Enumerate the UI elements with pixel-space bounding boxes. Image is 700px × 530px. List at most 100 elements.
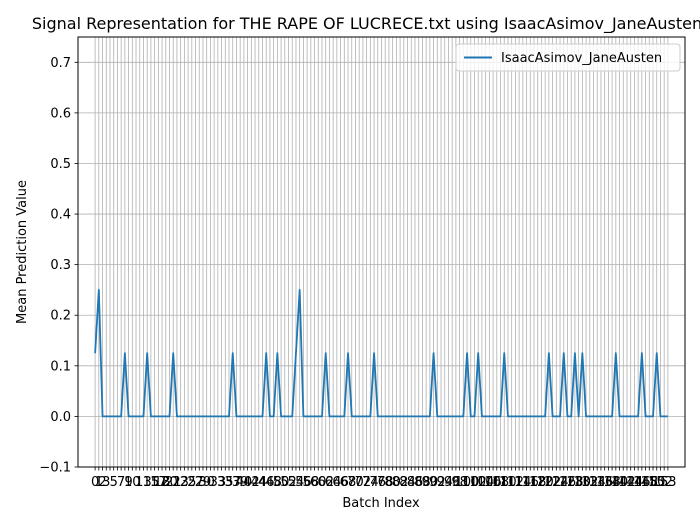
x-tick-label: 146 [626,475,651,490]
x-tick-label: 33 [210,475,227,490]
x-tick-label: 25 [180,475,197,490]
x-tick-label: 29 [195,475,212,490]
x-tick-label: 1 [95,475,103,490]
x-tick-label: 64 [325,475,342,490]
x-tick-label: 7 [117,475,125,490]
x-tick-label: 70 [347,475,364,490]
y-tick-label: 0.0 [50,410,71,425]
x-tick-label: 2 [98,475,106,490]
y-tick-label: 0.7 [50,56,71,71]
x-tick-label: 104 [470,475,495,490]
x-tick-label: 130 [566,475,591,490]
x-tick-label: 140 [603,475,628,490]
chart-title: Signal Representation for THE RAPE OF LU… [32,14,700,34]
y-axis: −0.1 0.0 0.1 0.2 0.3 0.4 0.5 0.6 0.7 [39,56,78,476]
x-tick-label: 150 [641,475,666,490]
x-tick-label: 78 [377,475,394,490]
x-tick-label: 122 [536,475,561,490]
x-tick-label: 21 [165,475,182,490]
x-tick-label: 106 [477,475,502,490]
series-layer [94,289,668,418]
y-tick-label: 0.3 [50,258,71,273]
x-tick-label: 96 [444,475,461,490]
x-tick-label: 58 [303,475,320,490]
x-tick-label: 30 [198,475,215,490]
x-tick-label: 110 [492,475,517,490]
y-tick-label: 0.4 [50,208,71,223]
x-tick-label: 112 [499,475,524,490]
x-tick-label: 136 [589,475,614,490]
x-tick-label: 56 [295,475,312,490]
y-tick-label: 0.1 [50,359,71,374]
x-tick-label: 60 [310,475,327,490]
x-tick-label: 15 [143,475,160,490]
x-tick-label: 128 [559,475,584,490]
x-tick-label: 88 [414,475,431,490]
x-tick-label: 148 [633,475,658,490]
x-tick-label: 138 [596,475,621,490]
x-tick-label: 132 [574,475,599,490]
x-tick-label: 18 [154,475,171,490]
x-tick-label: 74 [362,475,379,490]
x-tick-label: 37 [224,475,241,490]
x-tick-label: 50 [273,475,290,490]
x-tick-label: 0 [91,475,99,490]
legend: IsaacAsimov_JaneAusten [455,43,681,72]
x-tick-label: 142 [611,475,636,490]
x-tick-label: 68 [340,475,357,490]
grid-lines [78,37,685,468]
x-tick-label: 40 [236,475,253,490]
x-tick-label: 120 [529,475,554,490]
x-tick-label: 46 [258,475,275,490]
x-tick-label: 98 [451,475,468,490]
x-tick-label: 42 [243,475,260,490]
y-tick-label: −0.1 [39,461,71,476]
x-tick-label: 134 [581,475,606,490]
x-tick-label: 126 [551,475,576,490]
x-tick-label: 20 [161,475,178,490]
x-tick-label: 10 [124,475,141,490]
x-tick-label: 92 [429,475,446,490]
x-tick-label: 9 [124,475,132,490]
x-tick-label: 13 [135,475,152,490]
x-tick-label: 5 [110,475,118,490]
x-tick-label: 116 [514,475,539,490]
y-axis-label: Mean Prediction Value [15,180,30,324]
x-tick-label: 114 [507,475,532,490]
x-tick-label: 35 [217,475,234,490]
x-tick-label: 17 [150,475,167,490]
x-tick-label: 108 [484,475,509,490]
y-tick-label: 0.2 [50,309,71,324]
x-tick-label: 3 [102,475,110,490]
x-tick-label: 152 [648,475,673,490]
x-tick-label: 94 [436,475,453,490]
y-tick-label: 0.6 [50,106,71,121]
x-tick-label: 52 [280,475,297,490]
legend-box [455,43,681,72]
y-tick-label: 0.5 [50,157,71,172]
x-tick-label: 86 [407,475,424,490]
legend-label: IsaacAsimov_JaneAusten [501,51,662,66]
x-tick-label: 23 [172,475,189,490]
x-tick-label: 48 [265,475,282,490]
x-tick-label: 72 [355,475,372,490]
series-line [94,289,668,418]
x-axis-label: Batch Index [342,496,420,511]
x-tick-label: 118 [522,475,547,490]
x-tick-label: 27 [187,475,204,490]
x-tick-label: 144 [618,475,643,490]
x-tick-label: 124 [544,475,569,490]
x-tick-label: 100 [455,475,480,490]
x-tick-label: 82 [392,475,409,490]
x-tick-label: 66 [332,475,349,490]
x-tick-label: 90 [422,475,439,490]
x-tick-label: 39 [232,475,249,490]
x-tick-label: 153 [652,475,677,490]
x-tick-label: 84 [399,475,416,490]
x-tick-label: 44 [250,475,267,490]
x-tick-label: 80 [384,475,401,490]
